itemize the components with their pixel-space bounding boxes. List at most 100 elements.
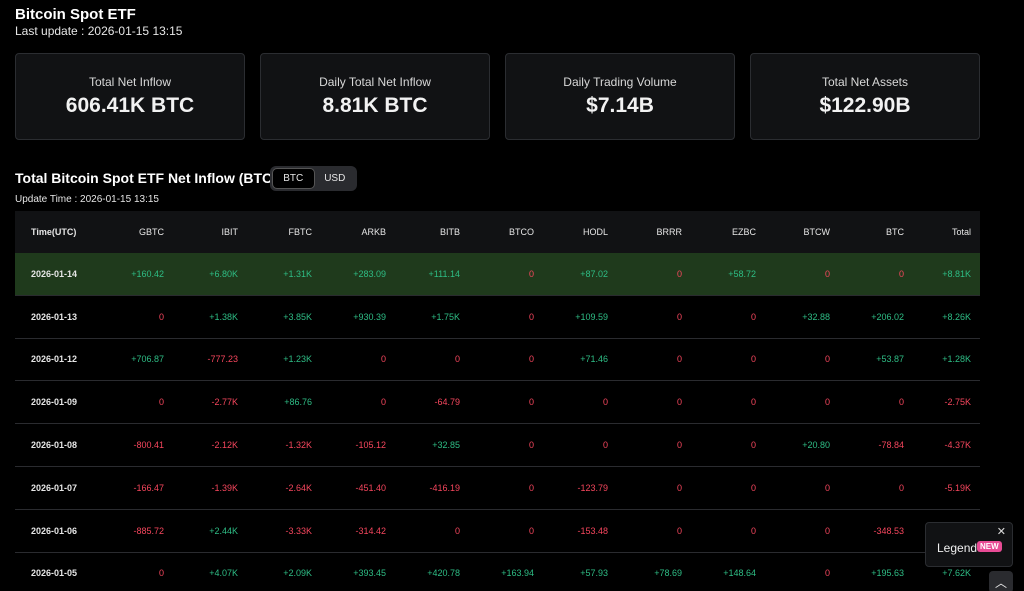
- legend-widget[interactable]: ✕ Legend NEW: [925, 522, 1013, 567]
- table-cell: 0: [676, 311, 682, 322]
- card-value: 606.41K BTC: [65, 94, 195, 117]
- table-cell: +160.42: [131, 268, 164, 279]
- table-cell: +1.38K: [209, 311, 238, 322]
- table-cell: +206.02: [871, 311, 904, 322]
- table-cell: +8.26K: [942, 311, 971, 322]
- toggle-btc-button[interactable]: BTC: [272, 168, 315, 189]
- table-cell: +86.76: [284, 397, 312, 408]
- card-label: Daily Total Net Inflow: [319, 75, 431, 89]
- table-cell: +7.62K: [942, 568, 971, 579]
- table-cell: 0: [676, 354, 682, 365]
- table-cell: -885.72: [133, 525, 164, 536]
- table-cell: -78.84: [878, 440, 904, 451]
- table-cell: +148.64: [723, 568, 756, 579]
- table-cell: -153.48: [577, 525, 608, 536]
- table-cell: -1.32K: [285, 440, 312, 451]
- table-cell: +1.28K: [942, 354, 971, 365]
- card-total-net-assets: Total Net Assets $122.90B: [750, 53, 980, 140]
- table-cell: 0: [750, 525, 756, 536]
- table-cell: +2.09K: [283, 568, 312, 579]
- table-cell: 0: [380, 354, 386, 365]
- table-cell: +163.94: [501, 568, 534, 579]
- last-update-text: Last update : 2026-01-15 13:15: [15, 24, 183, 38]
- table-cell: -416.19: [429, 482, 460, 493]
- table-row: 2026-01-12 +706.87 -777.23 +1.23K 0 0 0 +71.46 0…: [15, 339, 980, 382]
- table-row: 2026-01-08 -800.41 -2.12K -1.32K -105.12 +32.…: [15, 424, 980, 467]
- table-cell: 0: [824, 525, 830, 536]
- column-header: BTCO: [508, 227, 534, 237]
- column-header: ARKB: [361, 227, 386, 237]
- table-cell: -166.47: [133, 482, 164, 493]
- table-cell: -2.12K: [211, 440, 238, 451]
- table-row: 2026-01-14 +160.42 +6.80K +1.31K +283.09 +111…: [15, 253, 980, 296]
- new-badge: NEW: [977, 541, 1002, 552]
- table-cell: +53.87: [876, 354, 904, 365]
- table-cell: 0: [676, 525, 682, 536]
- table-cell: +1.31K: [283, 268, 312, 279]
- table-cell: -2.64K: [285, 482, 312, 493]
- row-date: 2026-01-14: [31, 268, 78, 279]
- table-cell: +32.88: [802, 311, 830, 322]
- column-header: GBTC: [138, 227, 164, 237]
- table-cell: +6.80K: [209, 268, 238, 279]
- table-cell: -3.33K: [285, 525, 312, 536]
- summary-cards: Total Net Inflow 606.41K BTC Daily Total…: [15, 53, 980, 140]
- currency-toggle: BTC USD: [270, 166, 357, 191]
- chevron-up-icon: ︿: [994, 575, 1007, 590]
- table-cell: 0: [528, 482, 534, 493]
- table-cell: +78.69: [654, 568, 682, 579]
- table-cell: -314.42: [355, 525, 386, 536]
- table-cell: -1.39K: [211, 482, 238, 493]
- table-cell: -4.37K: [944, 440, 971, 451]
- table-cell: 0: [528, 311, 534, 322]
- table-cell: 0: [824, 568, 830, 579]
- table-cell: 0: [380, 397, 386, 408]
- table-cell: +195.63: [871, 568, 904, 579]
- legend-label: Legend: [937, 541, 978, 555]
- table-cell: -2.77K: [211, 397, 238, 408]
- table-cell: 0: [750, 397, 756, 408]
- table-cell: 0: [898, 397, 904, 408]
- row-date: 2026-01-08: [31, 440, 78, 451]
- table-cell: 0: [158, 397, 164, 408]
- table-cell: 0: [676, 440, 682, 451]
- table-cell: 0: [602, 440, 608, 451]
- row-date: 2026-01-05: [31, 568, 78, 579]
- table-cell: +706.87: [131, 354, 164, 365]
- table-cell: 0: [676, 268, 682, 279]
- toggle-usd-button[interactable]: USD: [324, 173, 346, 184]
- table-row: 2026-01-09 0 -2.77K +86.76 0 -64.79 0 0 0 0 0 0 -2.7…: [15, 381, 980, 425]
- table-cell: +1.23K: [283, 354, 312, 365]
- net-inflow-table: Time(UTC) GBTC IBIT FBTC ARKB BITB BTCO HODL BRR…: [15, 211, 980, 591]
- table-cell: +1.75K: [431, 311, 460, 322]
- table-cell: 0: [454, 354, 460, 365]
- table-cell: +71.46: [580, 354, 608, 365]
- table-header-row: Time(UTC) GBTC IBIT FBTC ARKB BITB BTCO HODL BRR…: [15, 211, 980, 253]
- row-date: 2026-01-13: [31, 311, 78, 322]
- update-time-text: Update Time : 2026-01-15 13:15: [15, 194, 159, 205]
- column-header: Time(UTC): [31, 227, 77, 237]
- scroll-to-top-button[interactable]: ︿: [989, 571, 1013, 591]
- table-cell: 0: [676, 482, 682, 493]
- table-cell: +8.81K: [942, 268, 971, 279]
- table-cell: +58.72: [728, 268, 756, 279]
- table-cell: +393.45: [353, 568, 386, 579]
- table-cell: +87.02: [580, 268, 608, 279]
- column-header: BTC: [886, 227, 904, 237]
- table-cell: 0: [824, 354, 830, 365]
- table-cell: 0: [824, 397, 830, 408]
- card-value: $122.90B: [819, 94, 911, 117]
- close-icon[interactable]: ✕: [996, 526, 1006, 538]
- card-label: Total Net Assets: [821, 75, 909, 89]
- table-cell: 0: [824, 482, 830, 493]
- table-cell: 0: [158, 568, 164, 579]
- table-cell: 0: [750, 354, 756, 365]
- table-cell: -64.79: [434, 397, 460, 408]
- table-cell: +420.78: [427, 568, 460, 579]
- table-cell: -348.53: [873, 525, 904, 536]
- table-row: 2026-01-07 -166.47 -1.39K -2.64K -451.40 -416…: [15, 467, 980, 510]
- table-cell: 0: [750, 482, 756, 493]
- table-cell: +2.44K: [209, 525, 238, 536]
- table-cell: 0: [528, 440, 534, 451]
